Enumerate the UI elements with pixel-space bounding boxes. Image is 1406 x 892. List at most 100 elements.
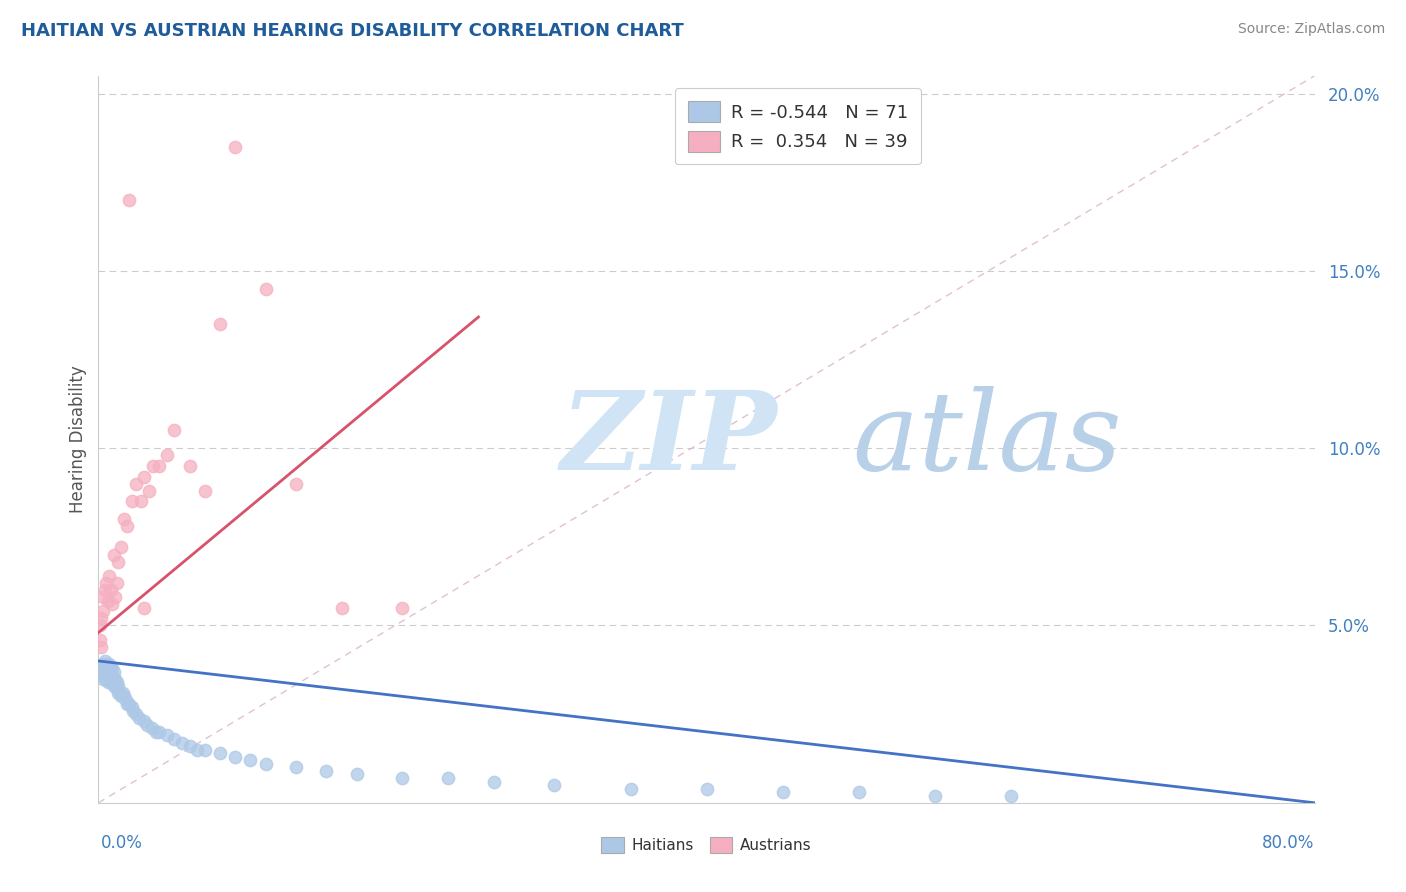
Point (114, 693, 136, 707)
Y-axis label: Hearing Disability: Hearing Disability (69, 366, 87, 513)
Point (103, 665, 125, 679)
Point (105, 682, 128, 697)
Point (163, 731, 186, 746)
Text: HAITIAN VS AUSTRIAN HEARING DISABILITY CORRELATION CHART: HAITIAN VS AUSTRIAN HEARING DISABILITY C… (21, 22, 683, 40)
Point (136, 718, 159, 732)
Point (96, 661, 118, 675)
Point (94, 576, 117, 591)
Point (91, 657, 114, 672)
Point (239, 753, 262, 767)
Point (93, 661, 115, 675)
Point (100, 668, 122, 682)
Point (91, 604, 114, 618)
Point (179, 739, 201, 753)
Point (924, 789, 946, 803)
Point (89, 668, 111, 682)
Text: 80.0%: 80.0% (1263, 834, 1315, 852)
Point (103, 679, 125, 693)
Point (101, 661, 124, 675)
Point (117, 697, 139, 711)
Point (224, 140, 246, 154)
Point (90, 661, 112, 675)
Point (94, 672, 117, 686)
Point (112, 690, 135, 704)
Point (132, 600, 155, 615)
Point (110, 15, 132, 29)
Point (93, 654, 115, 668)
Point (254, 282, 277, 296)
Point (110, 541, 132, 555)
Point (118, 193, 141, 207)
Point (163, 424, 186, 438)
Point (93, 582, 115, 597)
Point (156, 728, 179, 742)
Point (98, 569, 121, 583)
Point (89, 618, 111, 632)
Point (101, 675, 124, 690)
Point (391, 771, 413, 785)
Legend: Haitians, Austrians: Haitians, Austrians (593, 830, 820, 861)
Point (285, 760, 308, 774)
Point (209, 317, 232, 331)
Point (98, 672, 121, 686)
Point (141, 722, 163, 736)
Point (104, 590, 127, 604)
Point (112, 512, 135, 526)
Point (125, 707, 148, 722)
Point (107, 686, 129, 700)
Point (121, 700, 143, 714)
Point (772, 785, 794, 799)
Point (100, 582, 122, 597)
Point (138, 483, 160, 498)
Point (194, 483, 217, 498)
Point (254, 756, 277, 771)
Point (107, 679, 129, 693)
Point (98, 665, 121, 679)
Text: Source: ZipAtlas.com: Source: ZipAtlas.com (1237, 22, 1385, 37)
Point (619, 781, 641, 796)
Point (100, 661, 122, 675)
Point (94, 665, 117, 679)
Point (437, 771, 460, 785)
Point (543, 778, 565, 792)
Point (224, 749, 246, 764)
Point (105, 675, 128, 690)
Point (179, 458, 201, 473)
Point (148, 724, 170, 739)
Point (125, 476, 148, 491)
Point (93, 668, 115, 682)
Point (111, 686, 134, 700)
Point (90, 640, 112, 654)
Point (103, 672, 125, 686)
Text: ZIP: ZIP (561, 385, 778, 493)
Point (104, 679, 127, 693)
Point (118, 697, 141, 711)
Point (194, 742, 217, 756)
Point (94, 657, 117, 672)
Point (121, 494, 143, 508)
Point (117, 519, 139, 533)
Point (391, 600, 413, 615)
Point (91, 590, 114, 604)
Point (100, 675, 122, 690)
Point (101, 597, 124, 611)
Point (482, 774, 505, 789)
Point (346, 767, 368, 781)
Point (122, 704, 145, 718)
Point (142, 458, 165, 473)
Point (696, 781, 718, 796)
Point (148, 458, 170, 473)
Point (330, 600, 353, 615)
Point (170, 735, 193, 749)
Point (209, 746, 232, 760)
Point (91, 672, 114, 686)
Point (129, 494, 152, 508)
Point (107, 555, 129, 569)
Point (96, 593, 118, 607)
Point (101, 668, 124, 682)
Point (315, 764, 337, 778)
Point (145, 724, 167, 739)
Point (103, 548, 125, 562)
Point (90, 665, 112, 679)
Point (186, 742, 208, 756)
